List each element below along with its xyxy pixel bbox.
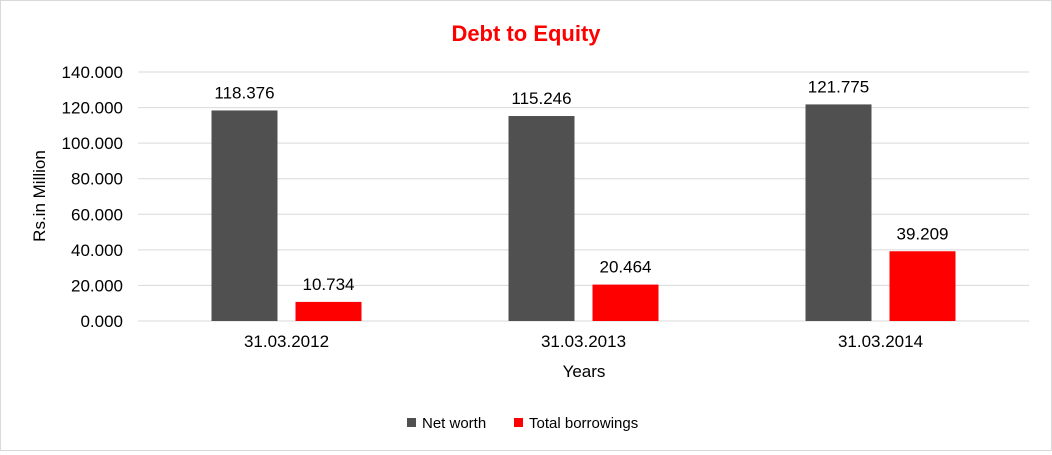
- data-label: 118.376: [214, 83, 274, 102]
- x-tick-label: 31.03.2013: [541, 332, 626, 351]
- y-tick-label: 80.000: [71, 170, 123, 189]
- data-label: 20.464: [600, 258, 652, 277]
- data-label: 10.734: [303, 275, 355, 294]
- y-tick-label: 20.000: [71, 276, 123, 295]
- y-tick-label: 60.000: [71, 205, 123, 224]
- x-tick-label: 31.03.2012: [244, 332, 329, 351]
- legend-label: Net worth: [422, 415, 486, 432]
- bar-net-worth: [508, 116, 575, 321]
- legend-swatch: [407, 418, 416, 427]
- data-label: 39.209: [897, 224, 949, 243]
- bar-total-borrowings: [295, 301, 362, 321]
- bar-total-borrowings: [592, 284, 659, 321]
- data-label: 115.246: [511, 89, 571, 108]
- bar-net-worth: [805, 104, 872, 322]
- y-axis-label: Rs.in Million: [30, 150, 49, 242]
- legend-label: Total borrowings: [529, 415, 638, 432]
- y-tick-label: 0.000: [80, 312, 123, 331]
- legend-swatch: [514, 418, 523, 427]
- y-tick-label: 120.000: [62, 99, 123, 118]
- bar-total-borrowings: [889, 251, 956, 321]
- bar-net-worth: [211, 110, 278, 321]
- x-axis-label: Years: [563, 362, 606, 381]
- data-label: 121.775: [808, 77, 869, 96]
- y-tick-label: 100.000: [62, 134, 123, 153]
- y-tick-label: 40.000: [71, 241, 123, 260]
- x-tick-label: 31.03.2014: [838, 332, 923, 351]
- y-tick-label: 140.000: [62, 63, 123, 82]
- chart-title: Debt to Equity: [451, 21, 601, 46]
